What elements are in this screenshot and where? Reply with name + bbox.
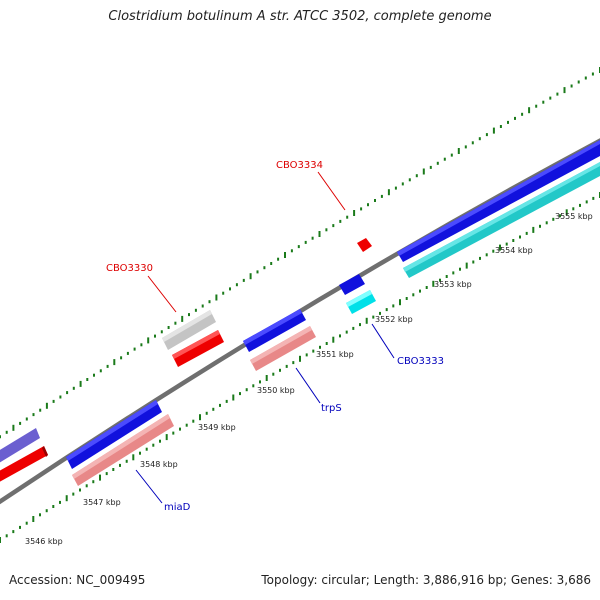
gene-bar <box>162 310 216 350</box>
gene-label-trpS[interactable]: trpS <box>321 403 342 414</box>
feature-blue-miaD[interactable] <box>66 400 162 469</box>
gene-label-CBO3333[interactable]: CBO3333 <box>397 356 444 367</box>
gene-bar <box>0 446 48 482</box>
gene-bar-highlight <box>243 309 302 345</box>
gene-bar <box>0 428 40 463</box>
gene-bar <box>250 326 316 371</box>
feature-red-CBO3330[interactable] <box>172 330 224 367</box>
leader-line-CBO3333 <box>371 323 395 359</box>
feature-fwd-left-purple[interactable] <box>0 428 40 466</box>
leader-line-CBO3334 <box>317 171 346 211</box>
kbp-marker: 3554 kbp <box>495 246 533 255</box>
map-title: Clostridium botulinum A str. ATCC 3502, … <box>108 9 492 24</box>
feature-pink-trpS[interactable] <box>250 326 316 371</box>
gene-bar <box>72 414 174 486</box>
kbp-marker: 3548 kbp <box>140 460 178 469</box>
leader-line-trpS <box>295 367 321 404</box>
gene-bar-highlight <box>172 330 220 359</box>
gene-bar <box>346 290 376 314</box>
gene-label-CBO3330[interactable]: CBO3330 <box>106 263 153 274</box>
genome-summary: Topology: circular; Length: 3,886,916 bp… <box>261 573 591 587</box>
feature-fwd-left-red[interactable] <box>0 446 48 485</box>
gene-bar-shadow <box>42 446 48 457</box>
leader-line-CBO3330 <box>147 275 177 313</box>
inner-tick-ring <box>0 192 600 543</box>
gene-bar <box>339 274 365 295</box>
feature-blue-small[interactable] <box>339 274 365 295</box>
gene-bar <box>66 400 162 469</box>
feature-grey-CBO3330[interactable] <box>162 310 216 350</box>
gene-bar <box>357 238 372 252</box>
gene-bar-highlight <box>397 140 600 256</box>
gene-bar <box>243 309 306 352</box>
kbp-marker: 3549 kbp <box>198 423 236 432</box>
kbp-marker: 3546 kbp <box>25 537 63 546</box>
gene-bar-highlight <box>346 290 372 307</box>
kbp-marker: 3555 kbp <box>555 212 593 221</box>
feature-pink-miaD[interactable] <box>72 414 174 486</box>
leader-line-miaD <box>135 469 163 504</box>
kbp-marker: 3553 kbp <box>434 280 472 289</box>
gene-bar-highlight <box>162 310 212 342</box>
gene-bar-highlight <box>72 414 170 479</box>
feature-blue-trpS[interactable] <box>243 309 306 352</box>
kbp-marker: 3550 kbp <box>257 386 295 395</box>
kbp-marker: 3552 kbp <box>375 315 413 324</box>
gene-bar-highlight <box>66 400 158 461</box>
gene-label-CBO3334[interactable]: CBO3334 <box>276 160 323 171</box>
feature-teal-long[interactable] <box>403 162 600 278</box>
gene-label-miaD[interactable]: miaD <box>164 502 191 513</box>
kbp-marker: 3551 kbp <box>316 350 354 359</box>
gene-bar-highlight <box>250 326 312 364</box>
kbp-marker: 3547 kbp <box>83 498 121 507</box>
feature-blue-long[interactable] <box>397 140 600 262</box>
outer-tick-ring <box>0 67 600 439</box>
feature-cyan-CBO3333[interactable] <box>346 290 376 314</box>
gene-bar <box>172 330 224 367</box>
feature-red-CBO3334[interactable] <box>357 238 372 252</box>
accession-label: Accession: NC_009495 <box>9 573 146 587</box>
gene-bar-highlight <box>403 162 600 272</box>
